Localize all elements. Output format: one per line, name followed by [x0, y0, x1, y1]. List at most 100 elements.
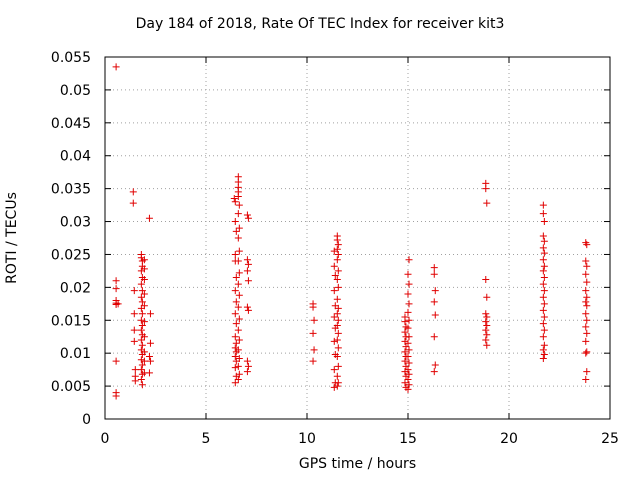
data-point [482, 275, 490, 283]
data-point [140, 302, 148, 310]
data-point [539, 320, 547, 328]
data-point [582, 337, 590, 345]
data-point [540, 350, 548, 358]
data-point [482, 336, 490, 344]
data-point [583, 241, 591, 249]
data-point [333, 310, 341, 318]
plot-frame [104, 56, 611, 420]
data-point [334, 344, 342, 352]
data-point [137, 336, 145, 344]
data-point [539, 201, 547, 209]
data-point [137, 376, 145, 384]
data-point [244, 277, 252, 285]
y-tick-label: 0.02 [60, 280, 91, 296]
data-point [243, 211, 251, 219]
data-point [330, 366, 338, 374]
data-point [231, 352, 239, 360]
data-point [333, 236, 341, 244]
data-point [330, 313, 338, 321]
data-point [430, 368, 438, 376]
data-point [140, 275, 148, 283]
data-point [235, 370, 243, 378]
data-point [130, 337, 138, 345]
data-point [309, 303, 317, 311]
x-tick-label: 15 [399, 431, 417, 447]
data-point [430, 270, 438, 278]
data-point [112, 277, 120, 285]
data-point [405, 359, 413, 367]
data-point [234, 210, 242, 218]
data-point [231, 333, 239, 341]
data-points [112, 63, 591, 400]
x-axis-label: GPS time / hours [298, 456, 417, 472]
data-point [540, 287, 548, 295]
data-point [140, 348, 148, 356]
data-point [231, 287, 239, 295]
data-point [430, 298, 438, 306]
data-point [145, 369, 153, 377]
data-point [232, 339, 240, 347]
data-point [137, 366, 145, 374]
data-point [235, 291, 243, 299]
data-point [431, 311, 439, 319]
data-point [540, 218, 548, 226]
data-point [582, 323, 590, 331]
data-point [112, 392, 120, 400]
data-point [482, 326, 490, 334]
data-point [145, 214, 153, 222]
y-tick-label: 0.015 [51, 313, 91, 329]
data-point [539, 267, 547, 275]
data-point [582, 376, 590, 384]
data-point [130, 310, 138, 318]
data-point [333, 336, 341, 344]
data-point [583, 348, 591, 356]
data-point [138, 341, 146, 349]
data-point [582, 310, 590, 318]
data-point [540, 262, 548, 270]
data-point [234, 234, 242, 242]
data-point [243, 303, 251, 311]
data-point [405, 256, 413, 264]
data-point [234, 376, 242, 384]
data-point [483, 199, 491, 207]
data-point [232, 320, 240, 328]
data-point [234, 193, 242, 201]
data-point [330, 383, 338, 391]
data-point [404, 290, 412, 298]
data-point [137, 293, 145, 301]
data-point [583, 316, 591, 324]
data-point [333, 245, 341, 253]
data-point [235, 269, 243, 277]
data-point [244, 306, 252, 314]
data-point [140, 318, 148, 326]
data-point [235, 336, 243, 344]
data-point [146, 357, 154, 365]
data-point [235, 354, 243, 362]
data-point [539, 244, 547, 252]
data-point [235, 315, 243, 323]
data-point [539, 293, 547, 301]
data-point [582, 257, 590, 265]
data-point [405, 381, 413, 389]
y-tick-label: 0.035 [51, 182, 91, 198]
data-point [231, 218, 239, 226]
y-tick-label: 0.055 [51, 50, 91, 66]
data-point [482, 318, 490, 326]
data-point [430, 333, 438, 341]
data-point [483, 322, 491, 330]
data-point [309, 329, 317, 337]
data-point [539, 346, 547, 354]
data-point [138, 381, 146, 389]
data-point [129, 188, 137, 196]
data-point [333, 372, 341, 380]
data-point [146, 339, 154, 347]
data-point [137, 326, 145, 334]
data-point [401, 318, 409, 326]
data-point [401, 379, 409, 387]
data-point [334, 316, 342, 324]
data-point [243, 368, 251, 376]
data-point [138, 361, 146, 369]
data-point [405, 333, 413, 341]
data-point [401, 348, 409, 356]
data-point [583, 368, 591, 376]
